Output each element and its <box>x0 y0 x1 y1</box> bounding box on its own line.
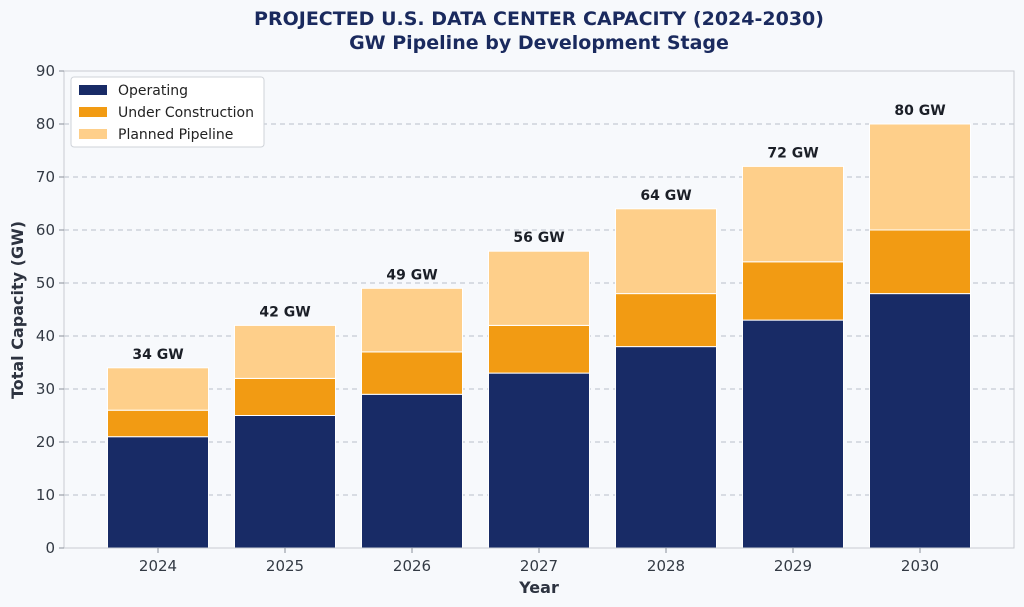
legend-swatch-under-construction <box>79 107 107 117</box>
total-label-2028: 64 GW <box>640 188 691 204</box>
total-label-2030: 80 GW <box>894 103 945 119</box>
legend-label-under-construction: Under Construction <box>118 105 254 121</box>
total-label-2027: 56 GW <box>513 230 564 246</box>
data-labels: 34 GW 42 GW 49 GW 56 GW 64 GW 72 GW 80 GW <box>132 103 945 363</box>
legend-label-planned-pipeline: Planned Pipeline <box>118 127 233 143</box>
bar-segment-operating-2029 <box>742 319 844 549</box>
y-tick-label: 80 <box>36 115 55 133</box>
bar-segment-operating-2025 <box>234 415 336 549</box>
y-axis-label: Total Capacity (GW) <box>8 221 27 399</box>
y-tick-label: 40 <box>36 327 55 345</box>
total-label-2024: 34 GW <box>132 347 183 363</box>
bar-segment-planned-pipeline-2030 <box>869 123 971 231</box>
bar-segment-under-construction-2024 <box>107 409 209 438</box>
y-tick-label: 20 <box>36 433 55 451</box>
total-label-2026: 49 GW <box>386 267 437 283</box>
bar-segment-planned-pipeline-2029 <box>742 165 844 263</box>
x-tick-label-2030: 2030 <box>901 557 939 575</box>
bar-segment-planned-pipeline-2025 <box>234 324 336 379</box>
legend-label-operating: Operating <box>118 83 188 99</box>
y-tick-label: 70 <box>36 168 55 186</box>
bar-segment-under-construction-2025 <box>234 377 336 416</box>
chart-title: PROJECTED U.S. DATA CENTER CAPACITY (202… <box>254 8 824 30</box>
y-tick-label: 50 <box>36 274 55 292</box>
y-tick-label: 90 <box>36 62 55 80</box>
x-tick-label-2029: 2029 <box>774 557 812 575</box>
legend-swatch-operating <box>79 85 107 95</box>
bar-segment-under-construction-2026 <box>361 351 463 395</box>
x-tick-label-2025: 2025 <box>266 557 304 575</box>
bar-segment-operating-2027 <box>488 372 590 549</box>
bar-segment-operating-2028 <box>615 346 717 549</box>
total-label-2029: 72 GW <box>767 145 818 161</box>
bar-segment-planned-pipeline-2028 <box>615 208 717 295</box>
bar-segment-under-construction-2028 <box>615 293 717 348</box>
x-tick-label-2027: 2027 <box>520 557 558 575</box>
bar-segment-planned-pipeline-2027 <box>488 250 590 326</box>
legend-box <box>70 76 265 148</box>
bar-segment-under-construction-2027 <box>488 324 590 374</box>
bars <box>107 123 971 549</box>
bar-segment-operating-2026 <box>361 393 463 549</box>
chart-subtitle: GW Pipeline by Development Stage <box>349 32 729 54</box>
bar-segment-operating-2030 <box>869 293 971 549</box>
bar-segment-planned-pipeline-2026 <box>361 287 463 353</box>
bar-segment-planned-pipeline-2024 <box>107 367 209 411</box>
x-tick-label-2026: 2026 <box>393 557 431 575</box>
x-tick-label-2028: 2028 <box>647 557 685 575</box>
bar-segment-operating-2024 <box>107 436 209 549</box>
legend-swatch-planned-pipeline <box>79 129 107 139</box>
x-axis-label: Year <box>518 578 559 597</box>
y-tick-label: 0 <box>45 539 55 557</box>
legend: Operating Under Construction Planned Pipel… <box>70 76 265 148</box>
y-tick-label: 10 <box>36 486 55 504</box>
bar-segment-under-construction-2030 <box>869 229 971 295</box>
y-tick-label: 30 <box>36 380 55 398</box>
bar-segment-under-construction-2029 <box>742 261 844 321</box>
total-label-2025: 42 GW <box>259 304 310 320</box>
y-tick-label: 60 <box>36 221 55 239</box>
x-tick-label-2024: 2024 <box>139 557 177 575</box>
